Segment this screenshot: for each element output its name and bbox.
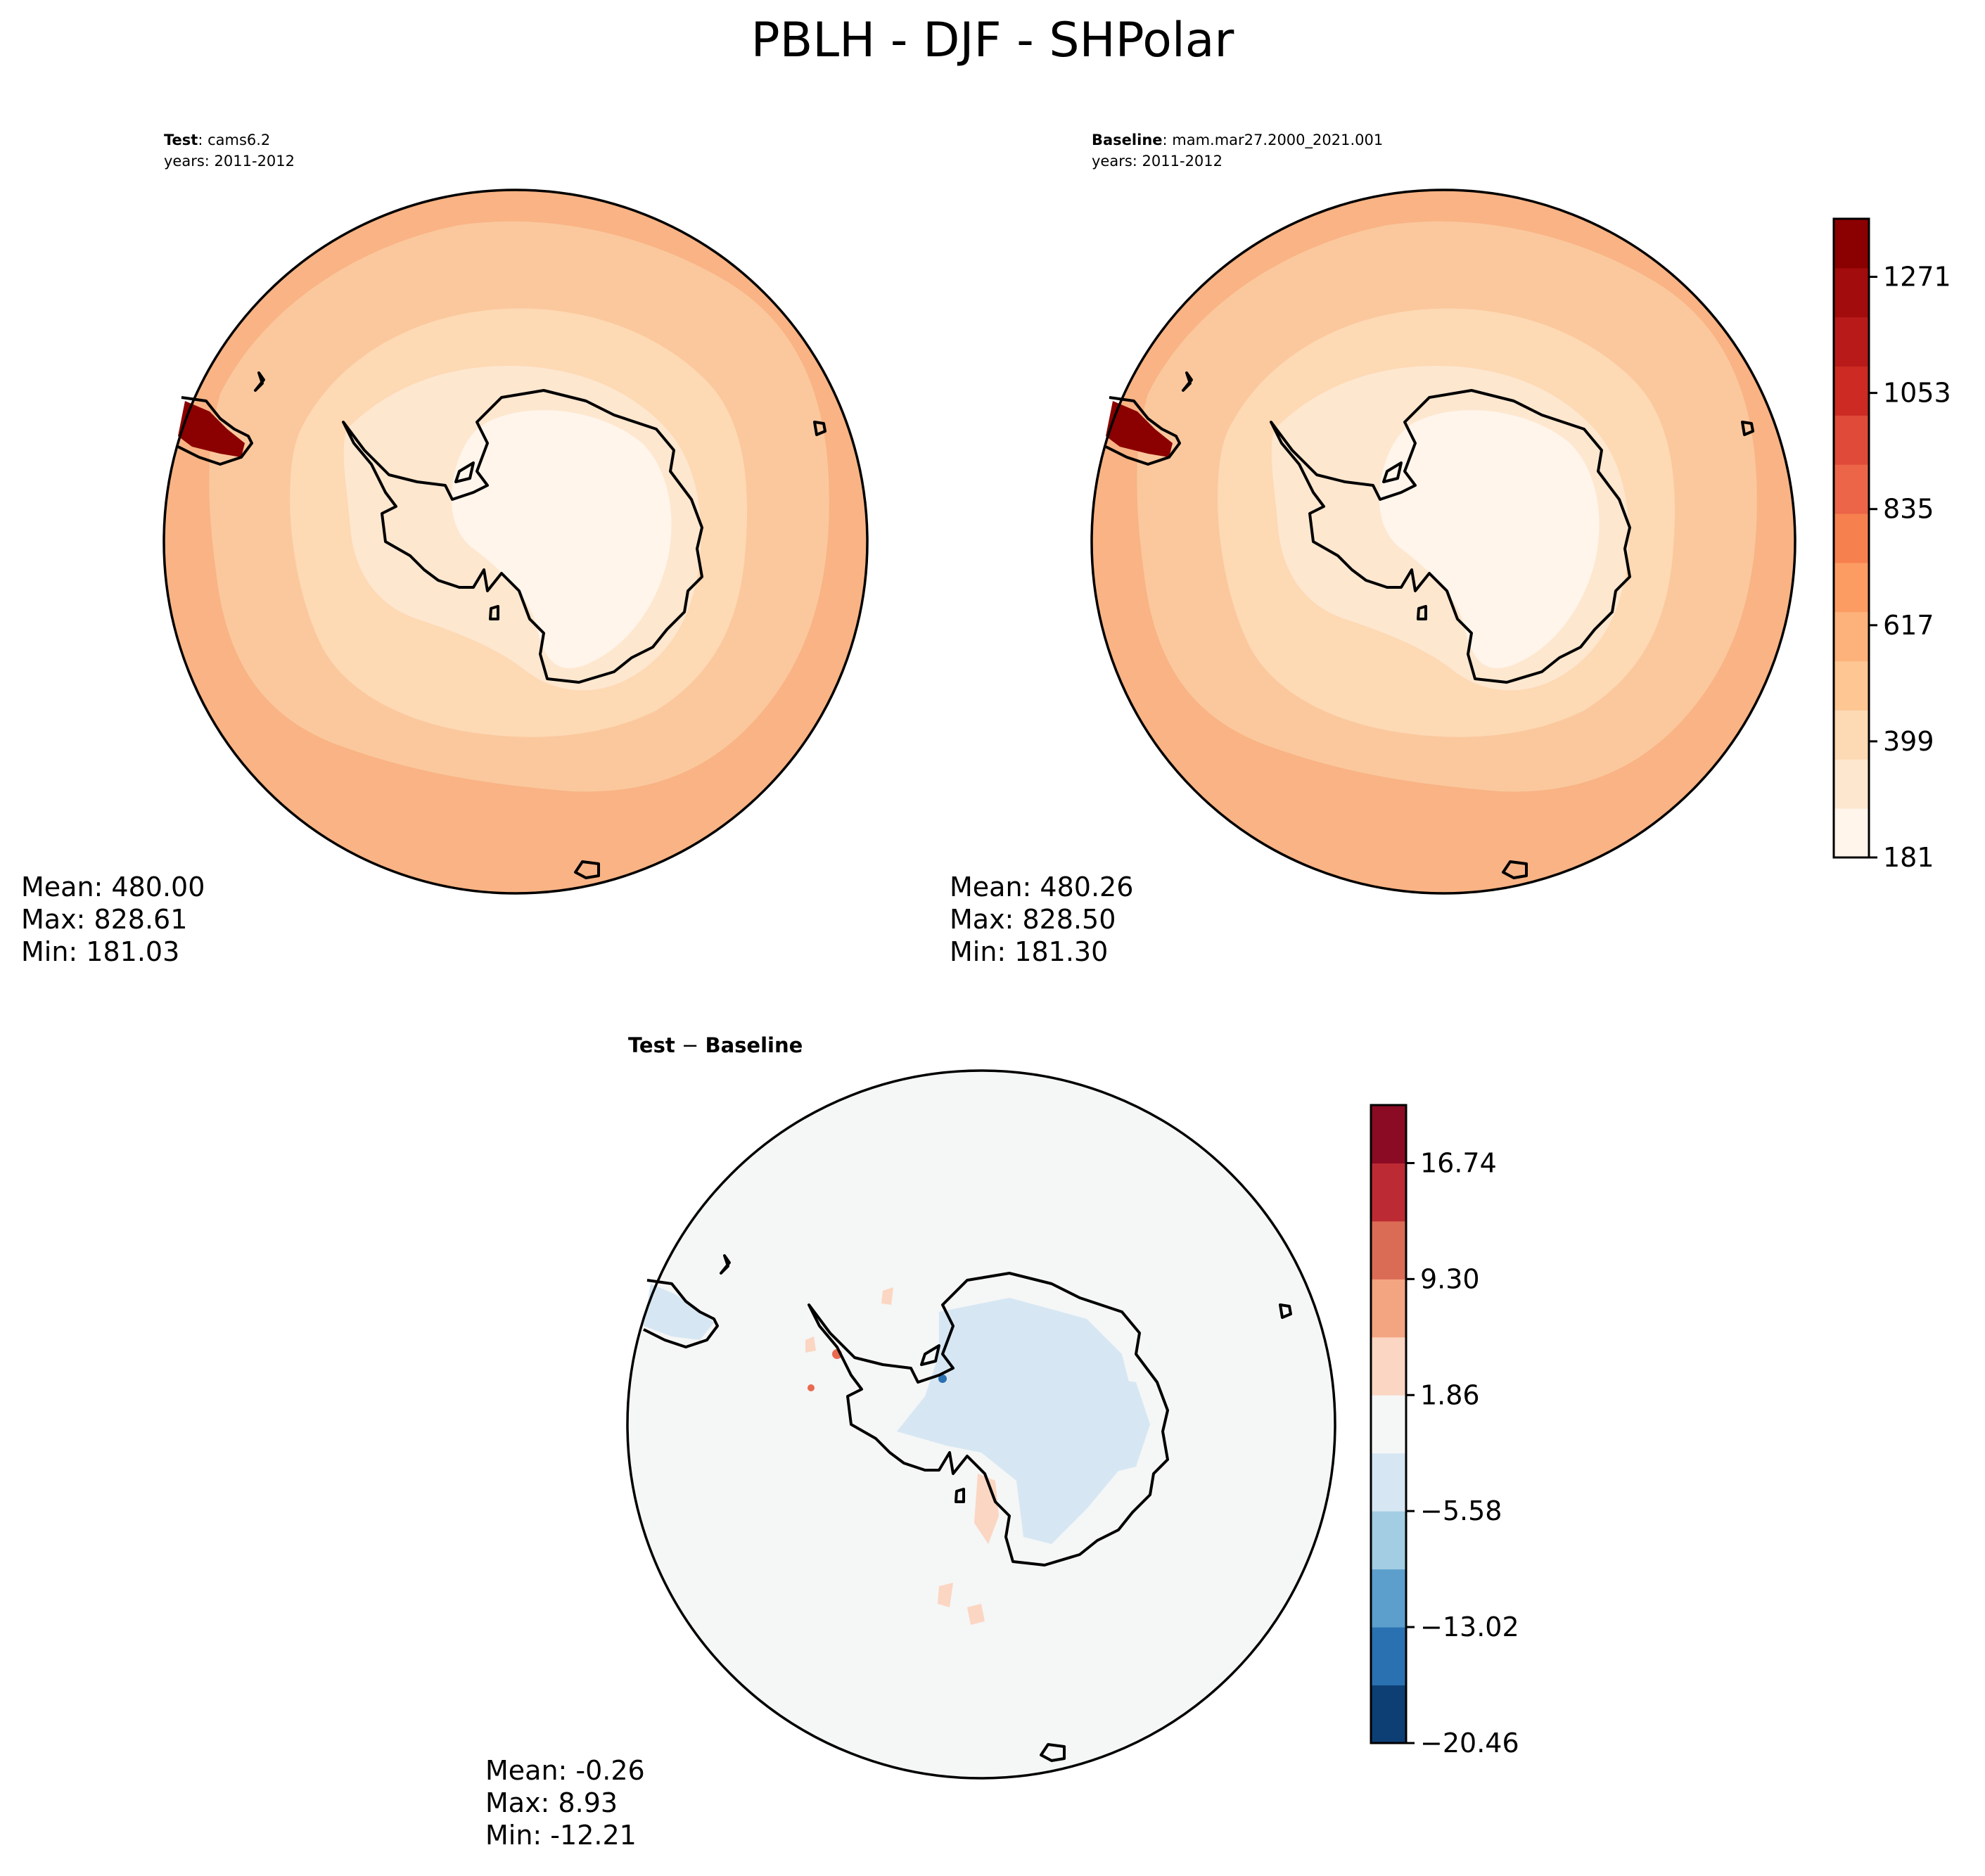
colorbar-segment <box>1371 1105 1406 1163</box>
stats-test-min: Min: 181.03 <box>21 936 179 967</box>
colorbar-segment <box>1834 759 1869 809</box>
panel-diff: Test − Baseline Mean: -0.26 Max: 8.93 Mi… <box>485 1033 1336 1851</box>
colorbar-tick-label: −20.46 <box>1420 1728 1519 1759</box>
diff-contour-positive-4 <box>938 1583 953 1607</box>
colorbar-segment <box>1371 1627 1406 1686</box>
diff-contour-negative-0 <box>644 1284 714 1340</box>
panel-baseline: Baseline: mam.mar27.2000_2021.001 years:… <box>950 132 1796 967</box>
panel-test-label: Test: cams6.2 <box>164 132 270 148</box>
contour-region-plateau <box>451 410 672 668</box>
colorbar-segment <box>1834 513 1869 563</box>
colorbar-frame <box>1370 1104 1408 1744</box>
colorbar-segment <box>1834 366 1869 416</box>
diff-anomaly-2 <box>808 1384 815 1391</box>
colorbar-frame <box>1832 217 1870 859</box>
colorbar-tick-label: 1.86 <box>1420 1379 1480 1410</box>
contour-region-max-red <box>1106 401 1173 457</box>
stats-baseline-min: Min: 181.30 <box>950 936 1108 967</box>
figure-title: PBLH - DJF - SHPolar <box>751 13 1234 68</box>
stats-diff-max: Max: 8.93 <box>485 1787 618 1818</box>
diff-contour-negative-2 <box>1087 1375 1150 1474</box>
colorbar-segment <box>1834 562 1869 613</box>
stats-diff-mean: Mean: -0.26 <box>485 1755 645 1786</box>
colorbar-segment <box>1834 415 1869 465</box>
colorbar-tick-label: 835 <box>1883 494 1934 525</box>
colorbar-segment <box>1834 464 1869 514</box>
panel-diff-label: Test − Baseline <box>628 1033 803 1057</box>
diff-contour-positive-5 <box>881 1287 893 1305</box>
stats-test-mean: Mean: 480.00 <box>21 872 205 902</box>
map-test <box>162 189 869 895</box>
colorbar-tick-label: 399 <box>1883 726 1934 757</box>
colorbar-diff: −20.46 −13.02 −5.58 1.86 9.30 16.74 <box>1370 1104 1519 1759</box>
colorbar-segment <box>1371 1220 1406 1280</box>
colorbar-segment <box>1371 1685 1406 1744</box>
diff-contour-negative-1 <box>897 1298 1136 1544</box>
colorbar-segment <box>1834 267 1869 318</box>
colorbar-segment <box>1371 1336 1406 1396</box>
map-test-border <box>162 189 869 895</box>
panel-baseline-label: Baseline: mam.mar27.2000_2021.001 <box>1092 132 1383 149</box>
colorbar-tick-label: −5.58 <box>1420 1495 1502 1526</box>
colorbar-tick-label: 9.30 <box>1420 1263 1480 1294</box>
contour-region-max-red <box>178 401 245 457</box>
panel-baseline-years: years: 2011-2012 <box>1092 153 1223 170</box>
stats-baseline-mean: Mean: 480.26 <box>950 872 1133 902</box>
panel-test: Test: cams6.2 years: 2011-2012 Mean: 480… <box>21 132 869 967</box>
diff-contour-positive-7 <box>805 1336 816 1353</box>
diff-contour-positive-6 <box>967 1604 985 1625</box>
colorbar-pblh: 181 399 617 835 1053 1271 <box>1832 217 1951 873</box>
stats-baseline-max: Max: 828.50 <box>950 904 1116 935</box>
colorbar-segment <box>1371 1511 1406 1570</box>
colorbar-segment <box>1371 1453 1406 1512</box>
colorbar-tick-label: 16.74 <box>1420 1147 1497 1178</box>
colorbar-tick-label: −13.02 <box>1420 1612 1519 1642</box>
colorbar-segment <box>1834 710 1869 760</box>
colorbar-tick-label: 181 <box>1883 842 1934 873</box>
colorbar-segment <box>1834 317 1869 367</box>
colorbar-segment <box>1371 1279 1406 1338</box>
map-baseline-contours <box>1092 190 1795 893</box>
map-diff-border <box>626 1069 1336 1780</box>
map-diff-contours <box>644 1284 1150 1625</box>
colorbar-segment <box>1371 1163 1406 1222</box>
colorbar-segment <box>1834 661 1869 710</box>
panel-test-years: years: 2011-2012 <box>164 153 295 170</box>
colorbar-segment <box>1834 219 1869 269</box>
diff-anomaly-1 <box>938 1374 947 1383</box>
contour-region-plateau <box>1379 410 1600 668</box>
map-diff <box>626 1069 1336 1780</box>
colorbar-tick-label: 1271 <box>1883 262 1951 293</box>
colorbar-segment <box>1371 1395 1406 1454</box>
colorbar-segment <box>1371 1569 1406 1628</box>
stats-diff-min: Min: -12.21 <box>485 1820 637 1851</box>
map-baseline-border <box>1090 189 1796 895</box>
map-baseline <box>1090 189 1796 895</box>
colorbar-segment <box>1834 808 1869 858</box>
map-test-contours <box>164 190 867 893</box>
colorbar-tick-label: 1053 <box>1883 378 1951 409</box>
stats-test-max: Max: 828.61 <box>21 904 187 935</box>
colorbar-segment <box>1834 611 1869 662</box>
colorbar-tick-label: 617 <box>1883 610 1934 641</box>
